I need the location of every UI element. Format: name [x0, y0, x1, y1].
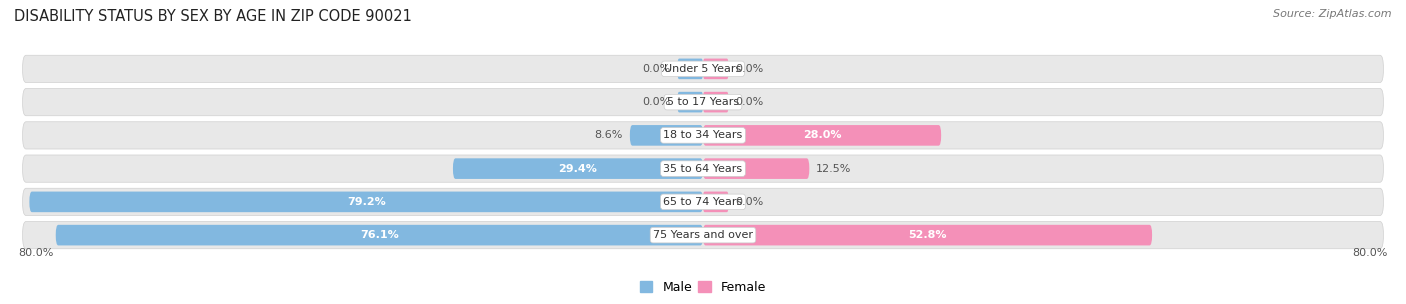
Text: Source: ZipAtlas.com: Source: ZipAtlas.com: [1274, 9, 1392, 19]
Text: 0.0%: 0.0%: [643, 97, 671, 107]
Text: 76.1%: 76.1%: [360, 230, 399, 240]
Legend: Male, Female: Male, Female: [636, 276, 770, 299]
Text: 18 to 34 Years: 18 to 34 Years: [664, 130, 742, 140]
Text: DISABILITY STATUS BY SEX BY AGE IN ZIP CODE 90021: DISABILITY STATUS BY SEX BY AGE IN ZIP C…: [14, 9, 412, 24]
Text: 5 to 17 Years: 5 to 17 Years: [666, 97, 740, 107]
Text: 8.6%: 8.6%: [595, 130, 623, 140]
FancyBboxPatch shape: [22, 222, 1384, 249]
Text: 80.0%: 80.0%: [1353, 248, 1388, 258]
Text: 12.5%: 12.5%: [815, 164, 852, 174]
Text: 0.0%: 0.0%: [735, 64, 763, 74]
Text: 52.8%: 52.8%: [908, 230, 946, 240]
Text: 65 to 74 Years: 65 to 74 Years: [664, 197, 742, 207]
FancyBboxPatch shape: [453, 158, 703, 179]
FancyBboxPatch shape: [22, 155, 1384, 182]
Text: 29.4%: 29.4%: [558, 164, 598, 174]
Text: Under 5 Years: Under 5 Years: [665, 64, 741, 74]
Text: 28.0%: 28.0%: [803, 130, 841, 140]
FancyBboxPatch shape: [678, 59, 703, 79]
Text: 0.0%: 0.0%: [735, 97, 763, 107]
FancyBboxPatch shape: [56, 225, 703, 245]
Text: 79.2%: 79.2%: [347, 197, 385, 207]
Text: 0.0%: 0.0%: [735, 197, 763, 207]
FancyBboxPatch shape: [30, 192, 703, 212]
FancyBboxPatch shape: [678, 92, 703, 112]
FancyBboxPatch shape: [22, 188, 1384, 216]
Text: 35 to 64 Years: 35 to 64 Years: [664, 164, 742, 174]
FancyBboxPatch shape: [703, 192, 728, 212]
Text: 0.0%: 0.0%: [643, 64, 671, 74]
FancyBboxPatch shape: [22, 88, 1384, 116]
FancyBboxPatch shape: [630, 125, 703, 146]
FancyBboxPatch shape: [703, 92, 728, 112]
FancyBboxPatch shape: [703, 158, 810, 179]
FancyBboxPatch shape: [703, 225, 1152, 245]
FancyBboxPatch shape: [703, 125, 941, 146]
Text: 80.0%: 80.0%: [18, 248, 53, 258]
FancyBboxPatch shape: [22, 55, 1384, 82]
FancyBboxPatch shape: [703, 59, 728, 79]
FancyBboxPatch shape: [22, 122, 1384, 149]
Text: 75 Years and over: 75 Years and over: [652, 230, 754, 240]
